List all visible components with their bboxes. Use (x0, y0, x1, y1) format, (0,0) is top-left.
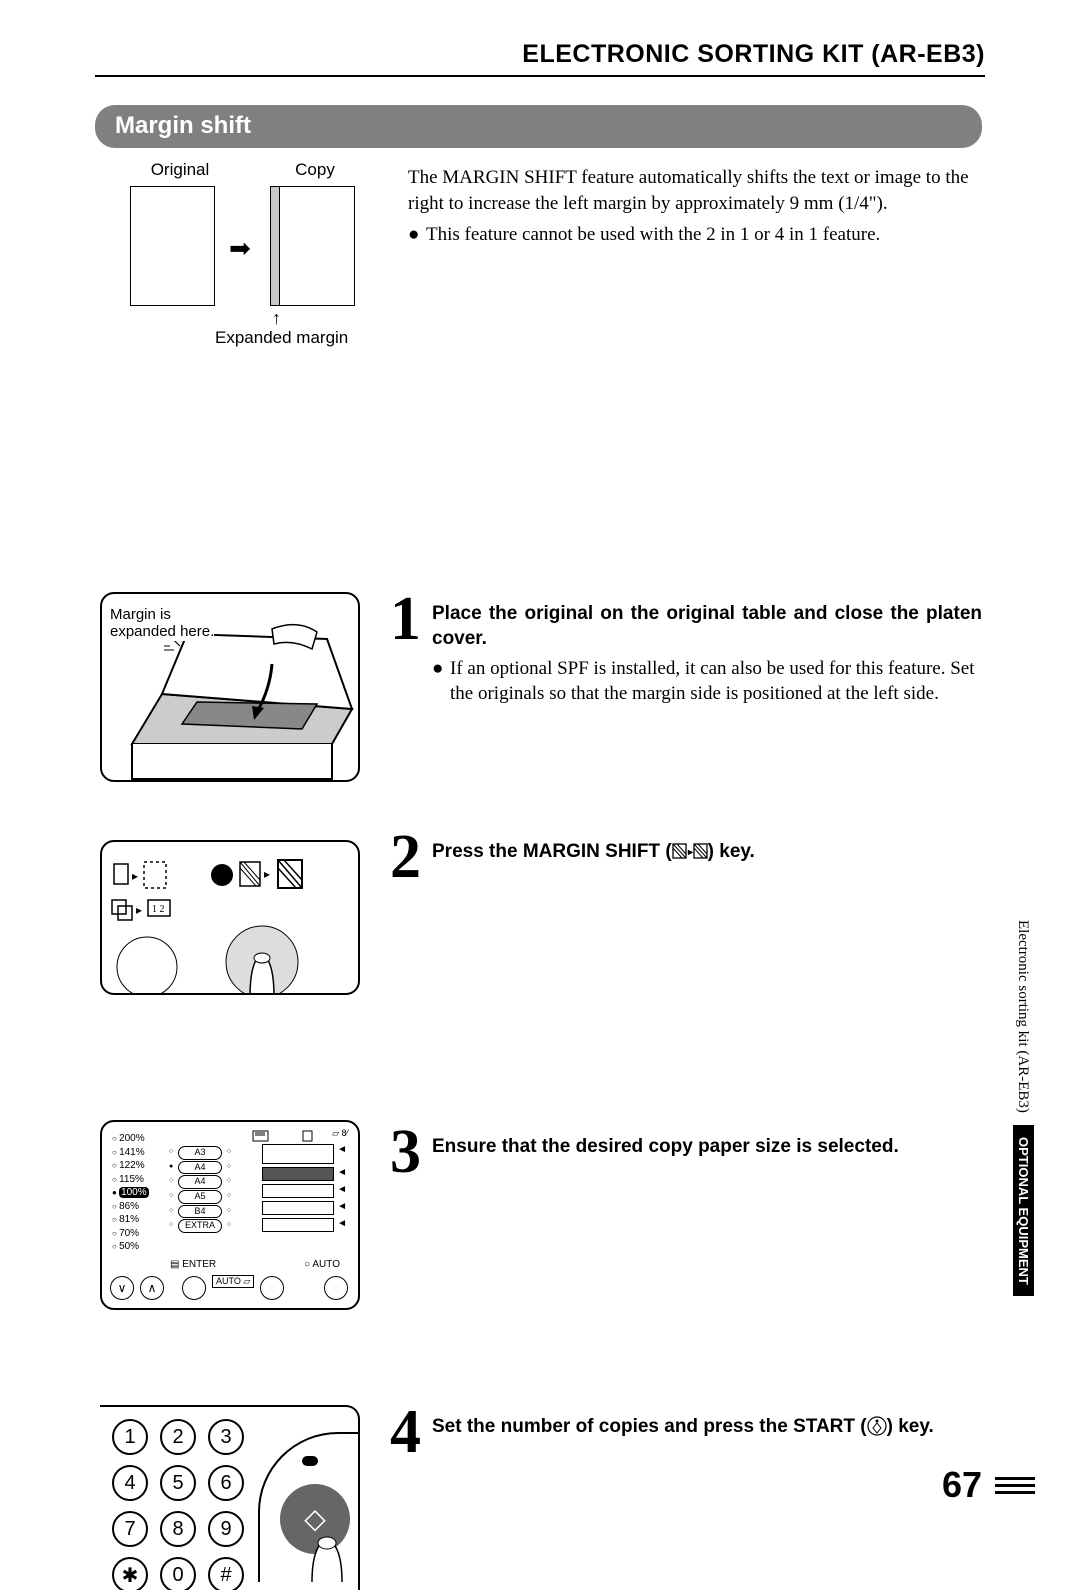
tray-stack (262, 1144, 334, 1235)
keypad-key[interactable]: 3 (208, 1419, 244, 1455)
keypad-key[interactable]: 2 (160, 1419, 196, 1455)
ratio-item: 141% (112, 1146, 149, 1160)
step4-heading-pre: Set the number of copies and press the S… (432, 1416, 867, 1437)
step1-bullet-text: If an optional SPF is installed, it can … (450, 658, 975, 704)
ratio-item: 115% (112, 1173, 149, 1187)
enter-button[interactable] (182, 1276, 206, 1300)
keypad-key[interactable]: 8 (160, 1511, 196, 1547)
ratio-item: 81% (112, 1213, 149, 1227)
step3-figure: 200%141%122%115%100%86%81%70%50% A3A4A4A… (100, 1120, 360, 1310)
step3-heading: Ensure that the desired copy paper size … (432, 1135, 982, 1160)
finger-icon (302, 1527, 352, 1582)
step1-bullet: ● If an optional SPF is installed, it ca… (432, 657, 982, 706)
auto-button[interactable] (324, 1276, 348, 1300)
copy-label: Copy (275, 160, 355, 180)
paper-list: A3A4A4A5B4EXTRA (178, 1146, 222, 1234)
start-led-icon (302, 1456, 318, 1466)
page-number: 67 (942, 1464, 982, 1506)
keypad-key[interactable]: 9 (208, 1511, 244, 1547)
bullet-icon: ● (432, 657, 443, 682)
keypad-key[interactable]: 0 (160, 1557, 196, 1590)
expanded-margin-label: Expanded margin (215, 328, 348, 348)
paper-item: B4 (178, 1205, 222, 1219)
page-header: ELECTRONIC SORTING KIT (AR-EB3) (95, 40, 985, 77)
step1-caption: Margin is expanded here. (110, 606, 214, 641)
side-tab: Electronic sorting kit (AR-EB3) OPTIONAL… (1014, 920, 1034, 1296)
svg-text:▸: ▸ (264, 867, 270, 881)
step1-figure: Margin is expanded here. (100, 592, 360, 782)
step3-number: 3 (390, 1121, 421, 1183)
start-area: ◇ (258, 1432, 358, 1582)
step1-number: 1 (390, 588, 421, 650)
step-1: 1 Place the original on the original tab… (390, 602, 982, 707)
side-tab-light: Electronic sorting kit (AR-EB3) (1015, 920, 1031, 1113)
step-4: 4 Set the number of copies and press the… (390, 1415, 982, 1440)
step2-figure: ▸ ▸ ▸ 1 2 (100, 840, 360, 995)
select-button[interactable] (260, 1276, 284, 1300)
step-2: 2 Press the MARGIN SHIFT (▸) key. (390, 840, 982, 865)
keypad-key[interactable]: 4 (112, 1465, 148, 1501)
enter-label: ▤ ENTER (170, 1259, 216, 1270)
ratio-item: 122% (112, 1159, 149, 1173)
keypad: 123 456 789 ✱ 0 # (112, 1419, 244, 1590)
svg-text:▸: ▸ (687, 847, 694, 858)
step2-heading-post: ) key. (708, 841, 755, 862)
ratio-list: 200%141%122%115%100%86%81%70%50% (112, 1132, 149, 1254)
step1-heading: Place the original on the original table… (432, 602, 982, 651)
keypad-key[interactable]: 5 (160, 1465, 196, 1501)
ratio-item: 50% (112, 1240, 149, 1254)
ratio-item: 100% (112, 1186, 149, 1200)
auto-label: ○ AUTO (304, 1259, 340, 1270)
arrow-right-icon: ➡ (229, 236, 251, 262)
up-button[interactable]: ∧ (140, 1276, 164, 1300)
down-button[interactable]: ∨ (110, 1276, 134, 1300)
arrow-up-icon: ↑ (272, 308, 281, 329)
ratio-item: 200% (112, 1132, 149, 1146)
ratio-item: 70% (112, 1227, 149, 1241)
start-icon (867, 1416, 887, 1436)
paper-item: A4 (178, 1161, 222, 1175)
step2-heading-pre: Press the MARGIN SHIFT ( (432, 841, 672, 862)
intro-bullet-text: This feature cannot be used with the 2 i… (408, 222, 982, 248)
keypad-key[interactable]: 6 (208, 1465, 244, 1501)
keypad-key[interactable]: 7 (112, 1511, 148, 1547)
step1-caption-l2: expanded here. (110, 623, 214, 640)
paper-item: A5 (178, 1190, 222, 1204)
ratio-item: 86% (112, 1200, 149, 1214)
svg-text:▸: ▸ (132, 869, 138, 883)
toner-icon: ▱ 8⁄ (332, 1128, 348, 1139)
step2-heading: Press the MARGIN SHIFT ( ▸ ) key. (432, 840, 982, 865)
intro-paragraph: The MARGIN SHIFT feature automatically s… (408, 165, 982, 216)
paper-item: A4 (178, 1175, 222, 1189)
page-icon (302, 1130, 316, 1142)
step4-number: 4 (390, 1401, 421, 1463)
keypad-key[interactable]: 1 (112, 1419, 148, 1455)
original-label: Original (135, 160, 225, 180)
keypad-key[interactable]: ✱ (112, 1557, 148, 1590)
page-bars-icon (995, 1473, 1035, 1494)
step4-heading-post: ) key. (887, 1416, 934, 1437)
step4-figure: 123 456 789 ✱ 0 # ◇ (100, 1405, 360, 1590)
paper-item: EXTRA (178, 1219, 222, 1233)
svg-text:▸: ▸ (136, 903, 142, 917)
original-copy-diagram: Original Copy ➡ ↑ Expanded margin (105, 160, 385, 380)
step1-caption-l1: Margin is (110, 606, 171, 623)
step-3: 3 Ensure that the desired copy paper siz… (390, 1135, 982, 1160)
side-tab-dark: OPTIONAL EQUIPMENT (1013, 1125, 1034, 1297)
section-title: Margin shift (95, 105, 982, 148)
step4-heading: Set the number of copies and press the S… (432, 1415, 982, 1440)
margin-strip (270, 186, 280, 306)
margin-shift-panel-icon: ▸ ▸ ▸ 1 2 (102, 842, 360, 995)
paper-item: A3 (178, 1146, 222, 1160)
step2-number: 2 (390, 826, 421, 888)
copy-rect (270, 186, 355, 306)
doc-icon (252, 1130, 270, 1142)
keypad-key[interactable]: # (208, 1557, 244, 1590)
auto-box: AUTO ▱ (212, 1275, 254, 1288)
margin-shift-icon: ▸ (672, 843, 708, 859)
svg-text:1 2: 1 2 (152, 904, 165, 915)
original-rect (130, 186, 215, 306)
bullet-icon: ● (408, 222, 419, 248)
intro-bullet: ● This feature cannot be used with the 2… (408, 222, 982, 248)
